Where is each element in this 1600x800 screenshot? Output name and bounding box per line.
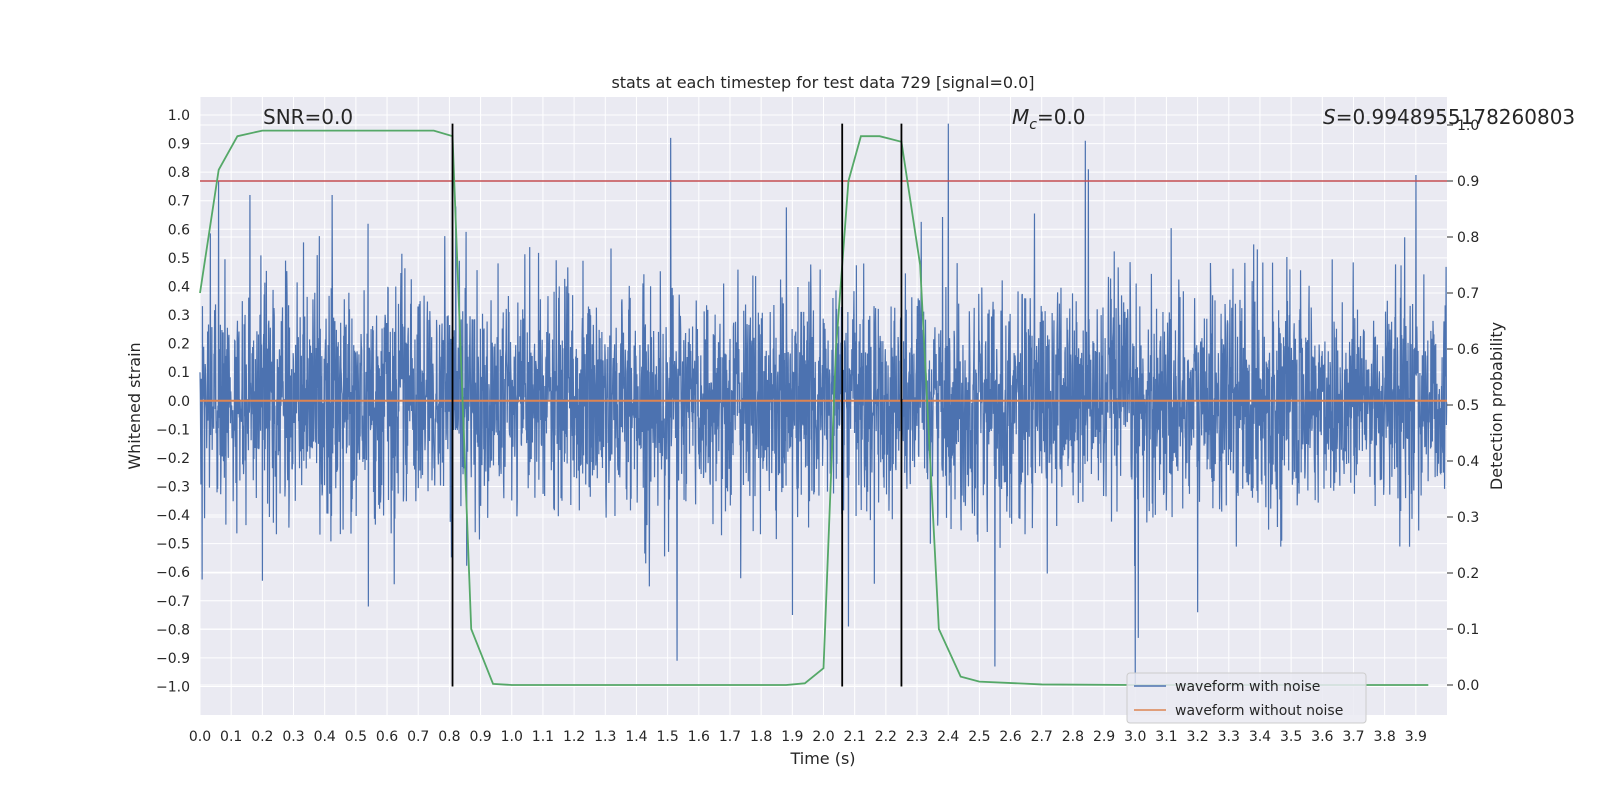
s-annotation: S=0.9948955178260803: [1323, 105, 1575, 129]
x-tick-label: 1.3: [594, 729, 616, 745]
detection-probability-line: [199, 129, 1429, 686]
chirp-mass-annotation: Mc=0.0: [1012, 105, 1086, 133]
y-tick-label: 0.5: [168, 251, 190, 267]
x-tick-label: 2.3: [906, 729, 928, 745]
y2-tick-label: 0.1: [1457, 622, 1479, 638]
x-tick-label: 3.7: [1342, 729, 1364, 745]
noise-waveform-line: [199, 123, 1448, 687]
y-tick-label: 0.3: [168, 308, 190, 324]
y-tick-label: 0.1: [168, 365, 190, 381]
x-tick-label: 3.9: [1405, 729, 1427, 745]
x-tick-label: 0.2: [251, 729, 273, 745]
x-tick-label: 2.1: [844, 729, 866, 745]
x-tick-label: 1.0: [501, 729, 523, 745]
y-tick-label: −0.3: [156, 479, 190, 495]
x-tick-label: 0.8: [438, 729, 460, 745]
chirp-mass-value: =0.0: [1037, 105, 1086, 129]
x-tick-label: 3.4: [1249, 729, 1271, 745]
x-tick-label: 3.8: [1374, 729, 1396, 745]
y2-tick-label: 0.4: [1457, 454, 1479, 470]
x-tick-label: 2.9: [1093, 729, 1115, 745]
y-tick-label: −0.4: [156, 508, 190, 524]
legend-label-clean: waveform without noise: [1175, 703, 1343, 719]
x-tick-label: 3.3: [1218, 729, 1240, 745]
chart-title: stats at each timestep for test data 729…: [611, 73, 1034, 92]
x-tick-labels: 0.0 0.1 0.2 0.3 0.4 0.5 0.6 0.7 0.8 0.9 1.0 1.1 1.2 1…: [189, 729, 1427, 745]
y-tick-label: 0.2: [168, 337, 190, 353]
y2-axis-label: Detection probability: [1487, 322, 1506, 490]
x-tick-label: 0.1: [220, 729, 242, 745]
x-tick-label: 1.6: [688, 729, 710, 745]
x-tick-label: 3.1: [1155, 729, 1177, 745]
y-tick-label: 0.9: [168, 137, 190, 153]
y2-tick-label: 0.0: [1457, 678, 1479, 694]
y-tick-label: 0.4: [168, 279, 190, 295]
x-tick-label: 2.6: [999, 729, 1021, 745]
legend-box: [1126, 672, 1367, 724]
overlays: [199, 123, 1447, 687]
x-tick-label: 1.1: [532, 729, 554, 745]
y-tick-label: −0.7: [156, 594, 190, 610]
x-tick-label: 3.6: [1311, 729, 1333, 745]
y2-tick-label: 0.2: [1457, 566, 1479, 582]
y2-tick-label: 1.0: [1457, 118, 1479, 134]
x-tick-label: 0.0: [189, 729, 211, 745]
x-tick-label: 0.5: [345, 729, 367, 745]
x-tick-label: 0.7: [407, 729, 429, 745]
y-tick-label: −1.0: [156, 680, 190, 696]
y2-tick-label: 0.7: [1457, 286, 1479, 302]
x-tick-label: 2.0: [812, 729, 834, 745]
legend-label-noise: waveform with noise: [1175, 679, 1320, 695]
s-symbol: S: [1323, 105, 1336, 129]
y-tick-label: 0.0: [168, 394, 190, 410]
x-tick-label: 2.4: [937, 729, 959, 745]
x-tick-label: 0.6: [376, 729, 398, 745]
noise-series: [199, 123, 1448, 687]
y-axis-label: Whitened strain: [125, 342, 144, 469]
s-value: =0.9948955178260803: [1336, 105, 1575, 129]
y2-tick-label: 0.3: [1457, 510, 1479, 526]
x-tick-label: 2.7: [1031, 729, 1053, 745]
snr-annotation: SNR=0.0: [263, 105, 353, 129]
x-tick-label: 1.5: [656, 729, 678, 745]
x-tick-label: 3.2: [1186, 729, 1208, 745]
y-tick-label: −0.8: [156, 622, 190, 638]
x-tick-label: 1.7: [719, 729, 741, 745]
x-axis-label: Time (s): [789, 749, 855, 768]
chirp-mass-symbol: M: [1012, 105, 1029, 129]
x-tick-label: 3.0: [1124, 729, 1146, 745]
y2-tick-label: 0.9: [1457, 174, 1479, 190]
y2-tick-label: 0.5: [1457, 398, 1479, 414]
y-tick-label: −0.5: [156, 537, 190, 553]
x-tick-label: 0.4: [314, 729, 336, 745]
x-tick-label: 0.9: [469, 729, 491, 745]
x-tick-label: 2.2: [875, 729, 897, 745]
y2-tick-label: 0.8: [1457, 230, 1479, 246]
y-tick-label: 0.6: [168, 222, 190, 238]
y2-tick-label: 0.6: [1457, 342, 1479, 358]
y-tick-label: 0.7: [168, 194, 190, 210]
x-tick-label: 2.8: [1062, 729, 1084, 745]
y-tick-labels: 1.0 0.9 0.8 0.7 0.6 0.5 0.4 0.3 0.2 0.1 0.0 −0.1 −0.…: [156, 108, 190, 696]
x-tick-label: 1.9: [781, 729, 803, 745]
y2-tick-labels: 1.0 0.9 0.8 0.7 0.6 0.5 0.4 0.3 0.2 0.1 0.0: [1447, 118, 1479, 694]
y-tick-label: −0.2: [156, 451, 190, 467]
y-tick-label: −0.9: [156, 651, 190, 667]
y-tick-label: −0.1: [156, 422, 190, 438]
x-tick-label: 3.5: [1280, 729, 1302, 745]
y-tick-label: −0.6: [156, 565, 190, 581]
x-tick-label: 1.4: [625, 729, 647, 745]
x-tick-label: 1.8: [750, 729, 772, 745]
x-tick-label: 0.3: [282, 729, 304, 745]
legend: waveform with noise waveform without noi…: [1126, 672, 1367, 724]
y-tick-label: 0.8: [168, 165, 190, 181]
y-tick-label: 1.0: [168, 108, 190, 124]
x-tick-label: 1.2: [563, 729, 585, 745]
chirp-mass-subscript: c: [1029, 117, 1037, 133]
x-tick-label: 2.5: [968, 729, 990, 745]
